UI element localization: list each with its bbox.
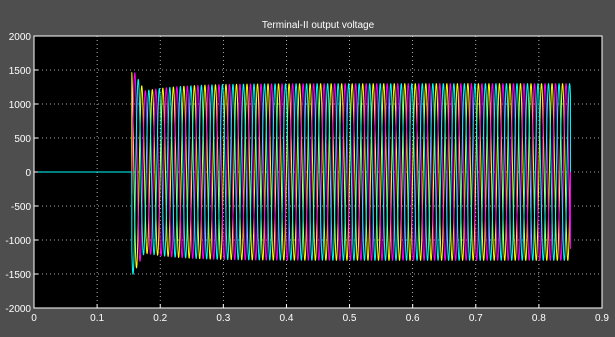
y-tick-labels: 2000 1500 1000 500 0 -500 -1000 -1500 -2000 <box>5 32 31 315</box>
y-tick-label: -500 <box>11 202 31 213</box>
chart-title: Terminal-II output voltage <box>262 20 375 31</box>
x-tick-label: 0.4 <box>279 313 293 324</box>
x-tick-labels: 0 0.1 0.2 0.3 0.4 0.5 0.6 0.7 0.8 0.9 <box>31 313 609 324</box>
x-tick-label: 0 <box>31 313 37 324</box>
x-tick-label: 0.2 <box>153 313 167 324</box>
series-line-phase-1 <box>34 72 571 269</box>
y-tick-label: 0 <box>25 168 31 179</box>
x-tick-label: 0.8 <box>532 313 546 324</box>
y-tick-label: -1500 <box>5 270 31 281</box>
x-tick-label: 0.6 <box>406 313 420 324</box>
x-tick-label: 0.3 <box>216 313 230 324</box>
series-group <box>34 72 571 275</box>
y-tick-label: -1000 <box>5 236 31 247</box>
series-line-phase-3 <box>34 78 571 275</box>
tick-marks <box>33 35 603 309</box>
x-tick-label: 0.5 <box>343 313 357 324</box>
y-tick-label: 1500 <box>9 66 32 77</box>
y-tick-label: 1000 <box>9 100 32 111</box>
y-tick-label: 500 <box>14 134 31 145</box>
y-tick-label: -2000 <box>5 304 31 315</box>
x-tick-label: 0.1 <box>90 313 104 324</box>
y-tick-label: 2000 <box>9 32 32 43</box>
x-tick-label: 0.7 <box>469 313 483 324</box>
x-tick-label: 0.9 <box>595 313 609 324</box>
